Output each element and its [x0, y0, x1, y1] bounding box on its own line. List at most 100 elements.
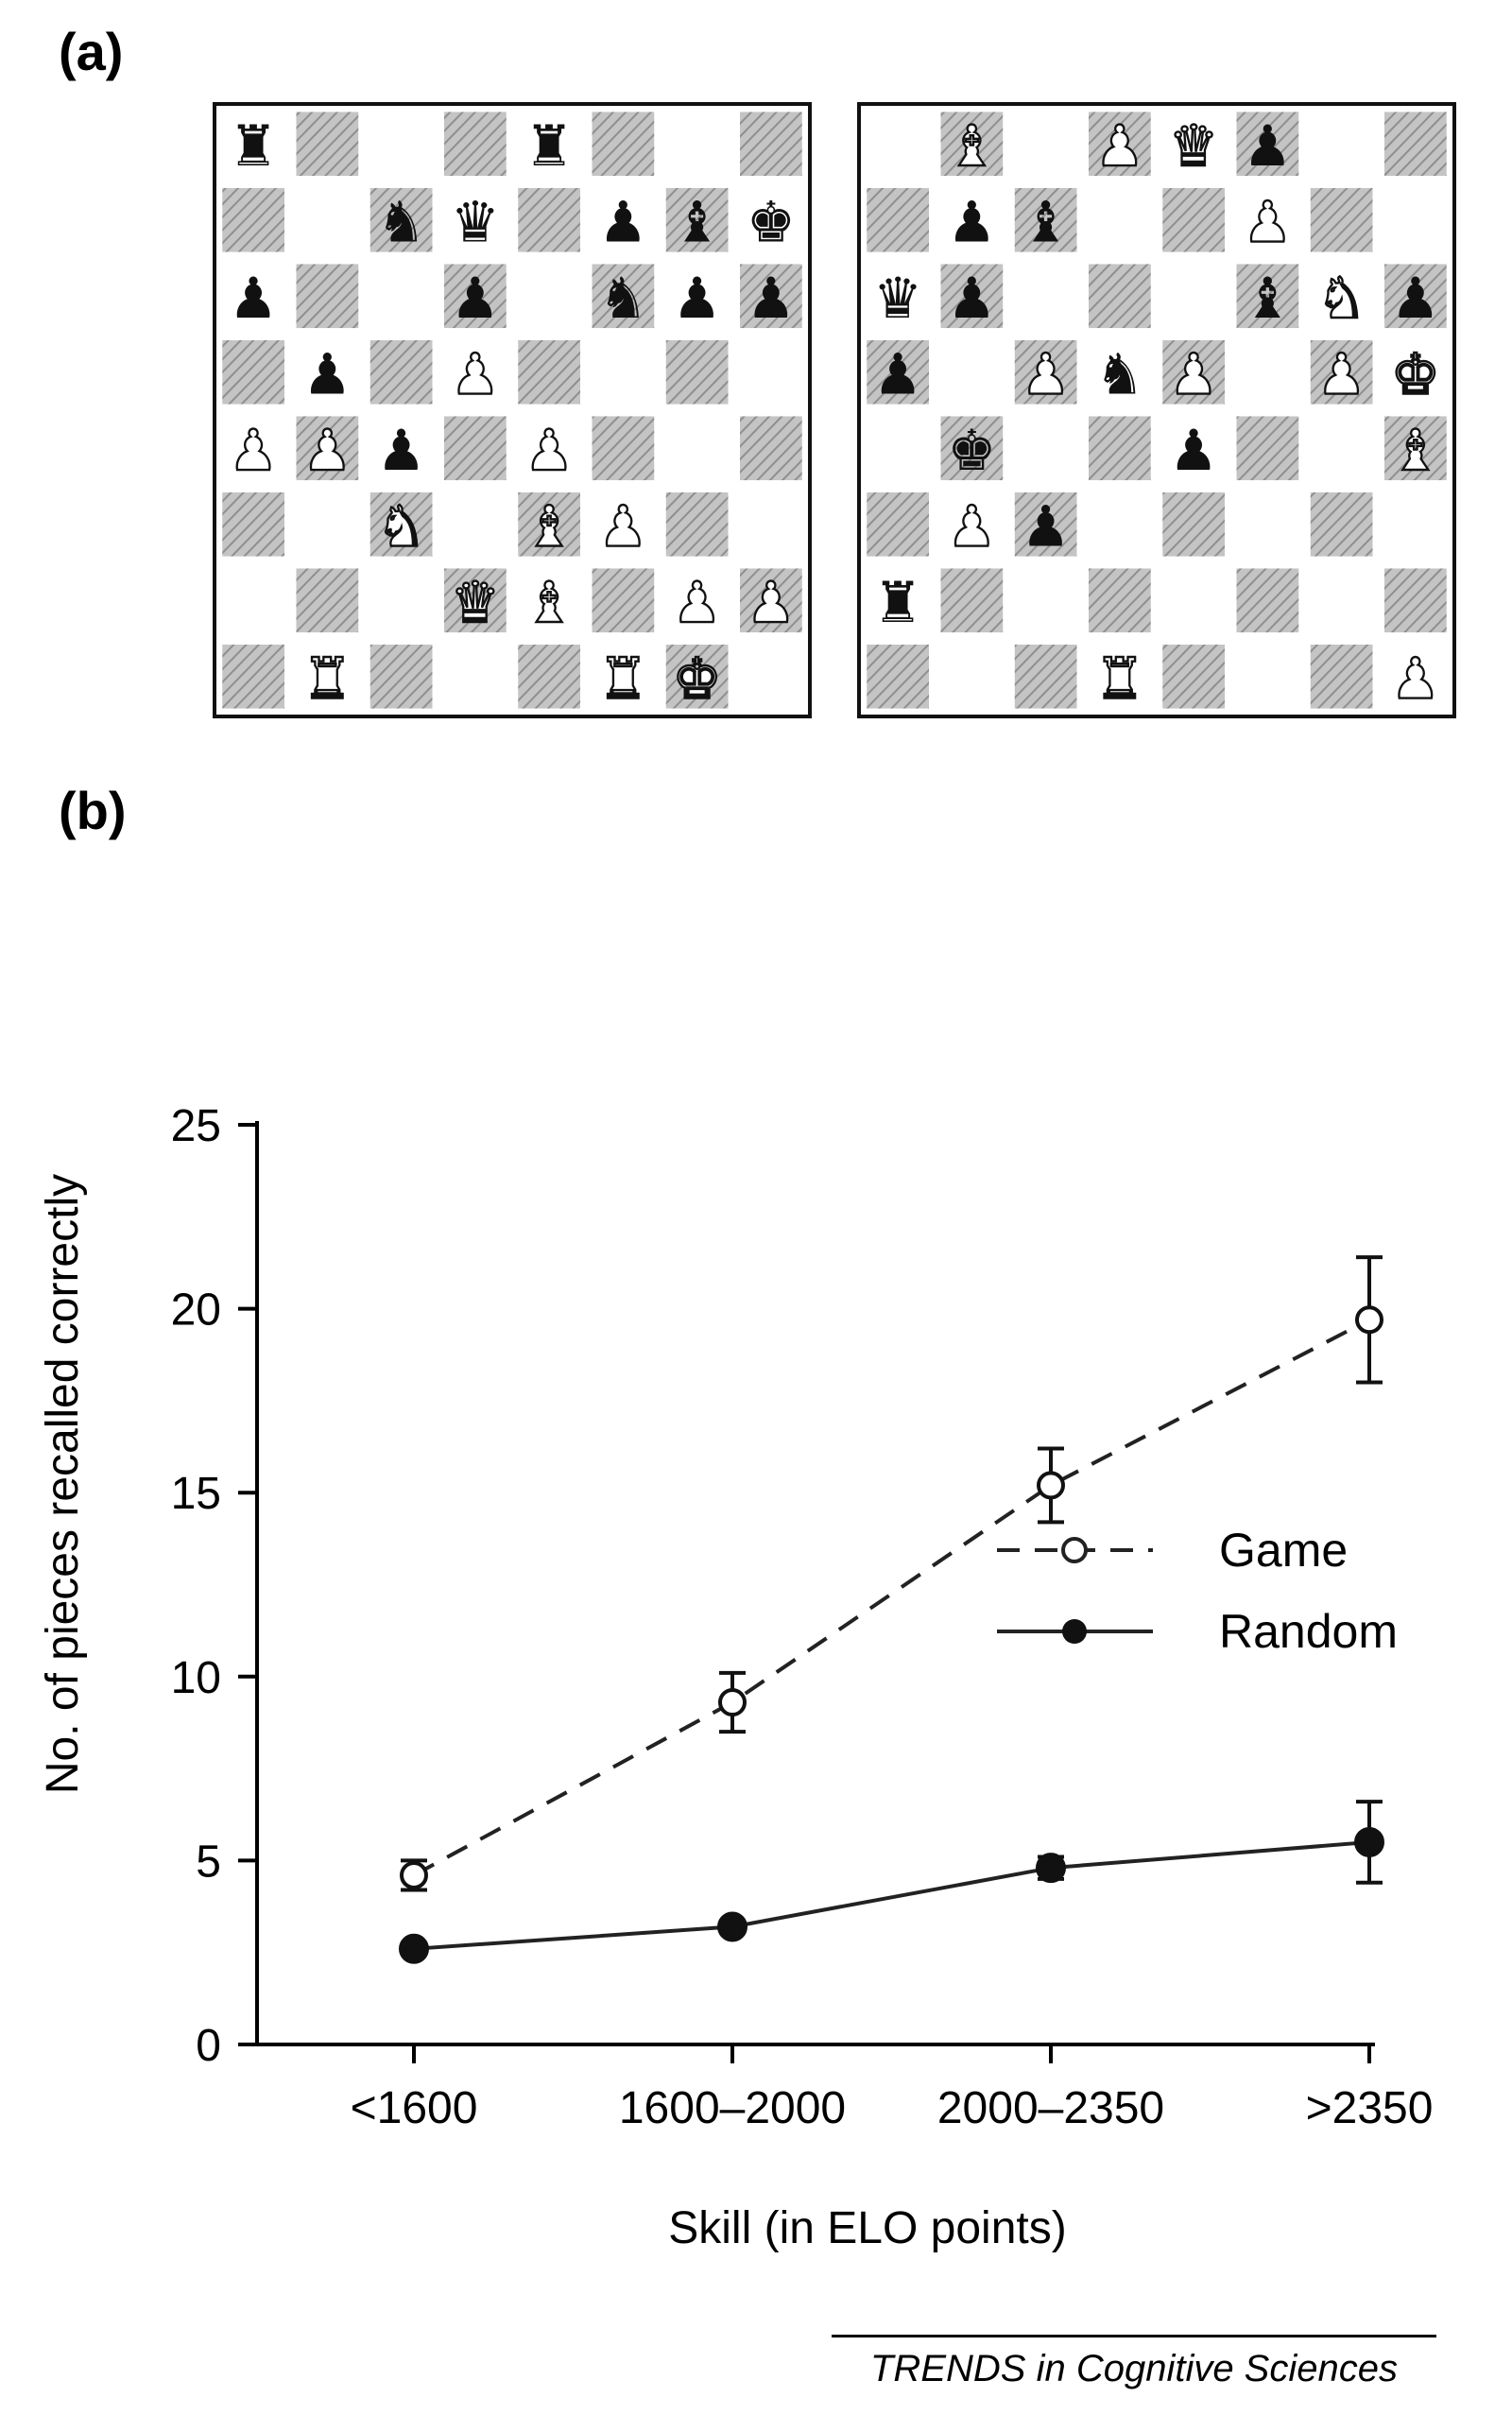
dark-square [1384, 568, 1447, 633]
white-pawn-icon: ♟ [524, 417, 574, 483]
dark-square [665, 339, 729, 405]
black-knight-icon: ♞ [598, 265, 647, 331]
dark-square [1310, 644, 1373, 709]
black-pawn-icon: ♟ [747, 265, 796, 331]
dark-square [1162, 339, 1225, 405]
series-line-random [413, 1839, 1370, 1951]
x-tick-label: >2350 [1306, 2083, 1434, 2133]
black-rook-icon: ♜ [873, 569, 922, 635]
white-queen-icon: ♛ [1169, 112, 1218, 179]
y-tick-label: 0 [196, 2021, 221, 2071]
dark-square [740, 568, 802, 633]
dark-square [1014, 187, 1077, 252]
black-pawn-icon: ♟ [1169, 417, 1218, 483]
dark-square [867, 492, 929, 557]
chart-legend: Game Random [997, 1524, 1398, 1658]
black-rook-icon: ♜ [229, 112, 278, 179]
dark-square [296, 264, 359, 329]
black-pawn-icon: ♟ [673, 265, 722, 331]
series-line-game [413, 1318, 1370, 1877]
dark-square [222, 492, 284, 557]
white-pawn-icon: ♟ [1022, 341, 1071, 407]
dark-square [296, 416, 359, 481]
dark-square [518, 187, 580, 252]
y-tick-label: 20 [171, 1285, 221, 1336]
data-point-random [717, 1911, 747, 1942]
black-pawn-icon: ♟ [377, 417, 426, 483]
dark-square [369, 187, 433, 252]
x-axis-label: Skill (in ELO points) [668, 2203, 1066, 2253]
black-bishop-icon: ♝ [673, 189, 722, 255]
dark-square [369, 339, 433, 405]
black-knight-icon: ♞ [377, 189, 426, 255]
chart-axes [255, 1121, 1375, 2046]
dark-square [940, 112, 1004, 177]
x-tick-label: <1600 [351, 2083, 478, 2133]
white-pawn-icon: ♟ [1169, 341, 1218, 407]
dark-square [518, 492, 580, 557]
black-king-icon: ♚ [747, 189, 796, 255]
chart-series [399, 1255, 1384, 1964]
black-king-icon: ♚ [947, 417, 996, 483]
dark-square [1236, 568, 1299, 633]
data-point-random [1354, 1826, 1384, 1857]
white-pawn-icon: ♟ [673, 569, 722, 635]
white-bishop-icon: ♝ [1391, 417, 1440, 483]
white-rook-icon: ♜ [598, 646, 647, 712]
data-point-game [718, 1688, 747, 1717]
dark-square [1384, 416, 1447, 481]
dark-square [296, 568, 359, 633]
white-pawn-icon: ♟ [1095, 112, 1144, 179]
chart-ticks: 0 5 10 15 20 25 <1600 1600–2000 2000–2350 >2350 [171, 1101, 1434, 2133]
dark-square [1089, 568, 1151, 633]
dark-square [1162, 644, 1225, 709]
dark-square [740, 416, 802, 481]
y-tick-label: 15 [171, 1469, 221, 1519]
dark-square [592, 112, 655, 177]
white-rook-icon: ♜ [302, 646, 352, 712]
dark-square [444, 112, 507, 177]
black-pawn-icon: ♟ [302, 341, 352, 407]
black-rook-icon: ♜ [524, 112, 574, 179]
data-point-random [1036, 1853, 1066, 1884]
black-pawn-icon: ♟ [1022, 493, 1071, 560]
recall-chart: 0 5 10 15 20 25 <1600 1600–2000 2000–2350 >2350 N… [38, 1101, 1434, 2253]
dark-square [940, 568, 1004, 633]
dark-square [940, 416, 1004, 481]
dark-square [296, 112, 359, 177]
dark-square [867, 644, 929, 709]
black-queen-icon: ♛ [451, 189, 500, 255]
black-pawn-icon: ♟ [947, 189, 996, 255]
dark-square [222, 187, 284, 252]
black-pawn-icon: ♟ [947, 265, 996, 331]
dark-square [1162, 492, 1225, 557]
x-tick-label: 1600–2000 [619, 2083, 846, 2133]
panel-label-a: (a) [59, 22, 124, 81]
dark-square [444, 264, 507, 329]
dark-square [1236, 416, 1299, 481]
y-axis-label: No. of pieces recalled correctly [38, 1174, 88, 1794]
dark-square [1089, 416, 1151, 481]
black-bishop-icon: ♝ [1243, 265, 1292, 331]
dark-square [1384, 264, 1447, 329]
legend-label-random: Random [1219, 1605, 1398, 1658]
y-tick-label: 5 [196, 1837, 221, 1887]
dark-square [1310, 492, 1373, 557]
dark-square [1014, 492, 1077, 557]
white-pawn-icon: ♟ [451, 341, 500, 407]
black-pawn-icon: ♟ [1243, 112, 1292, 179]
x-tick-label: 2000–2350 [937, 2083, 1164, 2133]
white-bishop-icon: ♝ [524, 493, 574, 560]
board-squares: ♜ ♜ ♞ ♛ ♟ ♝ ♚ ♟ ♟ ♞ ♟ ♟ ♟ ♟ ♟ ♟ ♟ ♟ ♞ ♝ ♟ ♛ ♝ ♟ ♟ ♜ ♜ ♚ [222, 112, 802, 713]
dark-square [1384, 112, 1447, 177]
white-pawn-icon: ♟ [747, 569, 796, 635]
dark-square [665, 187, 729, 252]
legend-marker-random [1062, 1619, 1087, 1644]
white-queen-icon: ♛ [451, 569, 500, 635]
white-king-icon: ♚ [673, 646, 722, 712]
white-bishop-icon: ♝ [947, 112, 996, 179]
white-rook-icon: ♜ [1095, 646, 1144, 712]
data-point-game [400, 1860, 428, 1889]
dark-square [1236, 264, 1299, 329]
black-queen-icon: ♛ [873, 265, 922, 331]
